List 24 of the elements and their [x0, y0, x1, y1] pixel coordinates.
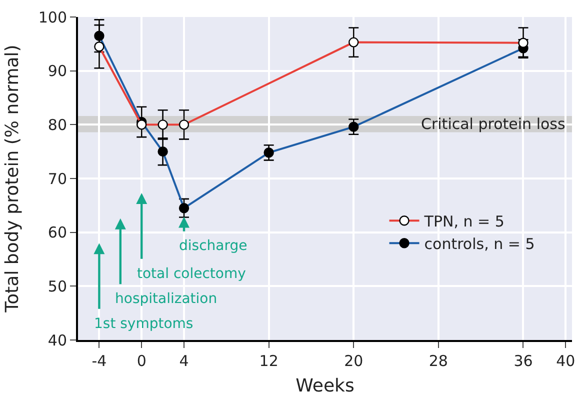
y-tick-label: 70 [48, 170, 67, 188]
x-tick-label: 20 [344, 352, 364, 370]
y-tick-label: 80 [48, 116, 67, 134]
legend-label: controls, n = 5 [424, 234, 535, 253]
y-tick-label: 90 [48, 62, 67, 80]
annotation: 1st symptoms [94, 316, 194, 332]
legend-label: TPN, n = 5 [423, 212, 504, 230]
y-tick-label: 40 [48, 331, 67, 350]
y-tick-label: 50 [48, 277, 67, 296]
band-label: Critical protein loss [421, 115, 566, 133]
y-axis-title: Total body protein (% normal) [2, 44, 24, 314]
x-tick-label: 0 [136, 352, 146, 370]
y-tick-label: 60 [48, 224, 67, 242]
annotation: discharge [179, 238, 248, 254]
annotation: total colectomy [137, 266, 246, 282]
annotation: hospitalization [115, 291, 218, 307]
x-tick-label: -4 [92, 352, 107, 370]
x-tick-label: 40 [556, 352, 576, 370]
x-tick-label: 12 [259, 352, 278, 370]
x-tick-label: 36 [514, 352, 533, 370]
x-axis-title: Weeks [296, 376, 354, 397]
x-tick-label: 4 [179, 352, 189, 370]
x-tick-label: 28 [428, 352, 448, 370]
y-tick-label: 100 [38, 8, 67, 26]
